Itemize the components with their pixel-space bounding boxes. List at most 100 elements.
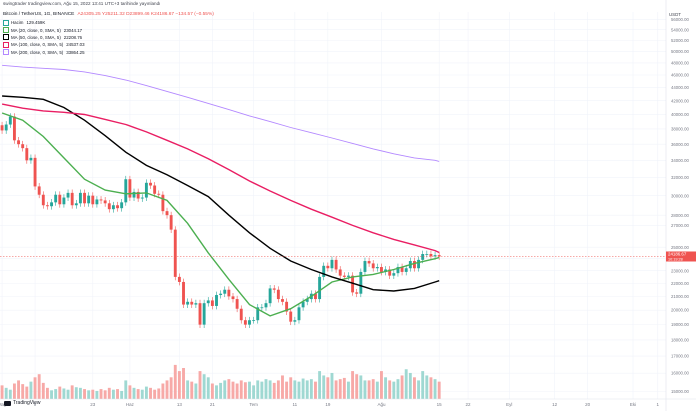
- y-tick-label: 46000.00: [671, 73, 690, 78]
- y-tick-label: 19000.00: [671, 322, 690, 327]
- y-tick-label: 22000.00: [671, 281, 690, 286]
- candle-body: [120, 202, 124, 209]
- tradingview-logo[interactable]: TradingView: [4, 400, 41, 406]
- indicator-row[interactable]: MA (200, close, 0, SMA, 5) 33864.25: [3, 49, 85, 56]
- candle-body: [425, 254, 429, 255]
- candle-body: [132, 191, 136, 198]
- candle-body: [161, 194, 165, 212]
- candle-body: [91, 195, 95, 205]
- y-tick-label: 42000.00: [671, 98, 690, 103]
- candle-body: [326, 265, 330, 269]
- x-tick-label: 13: [177, 402, 183, 407]
- indicator-row[interactable]: Hacim 129.459K: [3, 19, 85, 26]
- volume-bar: [388, 380, 392, 399]
- x-tick-label: 19: [325, 402, 331, 407]
- candle-body: [388, 269, 392, 276]
- volume-bar: [70, 385, 74, 399]
- moving-averages: [1, 64, 440, 317]
- candle-body: [235, 299, 239, 309]
- volume-bar: [165, 380, 169, 399]
- volume-bar: [231, 381, 235, 399]
- x-tick-label: Tem: [249, 402, 258, 407]
- candle-body: [95, 199, 99, 205]
- x-tick-label: Haz: [126, 402, 135, 407]
- volume-bar: [37, 374, 41, 399]
- candlesticks: [0, 113, 441, 329]
- candle-body: [153, 185, 157, 194]
- volume-bar: [136, 389, 140, 399]
- volume-bar: [235, 383, 239, 399]
- candle-body: [111, 205, 115, 210]
- volume-bar: [301, 378, 305, 399]
- volume-bar: [239, 380, 243, 399]
- moving-average-line: [2, 64, 440, 162]
- y-tick-label: 38000.00: [671, 127, 690, 132]
- candle-body: [136, 191, 140, 199]
- candle-body: [8, 116, 12, 125]
- x-tick-label: 1: [656, 402, 659, 407]
- volume-bar: [347, 381, 350, 399]
- candle-body: [433, 255, 437, 257]
- volume-bar: [429, 377, 433, 399]
- volume-bar: [276, 380, 280, 399]
- y-tick-label: 18000.00: [671, 337, 690, 342]
- candle-body: [78, 192, 82, 204]
- candle-body: [215, 295, 218, 306]
- volume-bar: [95, 390, 99, 399]
- volume-bar: [190, 381, 194, 399]
- moving-average-line: [1, 112, 440, 317]
- volume-bar: [153, 389, 157, 399]
- volume-bar: [421, 371, 425, 399]
- volume-bar: [124, 380, 128, 399]
- indicator-row[interactable]: MA (50, close, 0, SMA, 5) 22208.76: [3, 34, 85, 41]
- chart-grid: [0, 12, 666, 399]
- candle-body: [367, 261, 371, 264]
- candle-body: [21, 144, 25, 149]
- candle-body: [256, 307, 260, 321]
- volume-bar: [58, 386, 62, 399]
- volume-bar: [50, 390, 53, 399]
- candle-body: [421, 254, 425, 260]
- y-tick-label: 36000.00: [671, 142, 690, 147]
- candle-body: [66, 192, 70, 198]
- y-tick-label: 28000.00: [671, 213, 690, 218]
- symbol-title[interactable]: Bitcoin / TetherUS, 1G, BINANCE: [3, 12, 75, 17]
- candle-body: [301, 301, 305, 308]
- candle-body: [25, 148, 29, 161]
- y-tick-label: 20000.00: [671, 308, 690, 313]
- time-axis: May 9 23 Haz 13 21 Tem 11 19 Ağu 15 22 Eyl 12 20 Eki 1: [0, 398, 696, 407]
- candle-body: [404, 268, 408, 272]
- x-tick-label: 22: [466, 402, 472, 407]
- candle-body: [272, 288, 276, 290]
- volume-bar: [223, 380, 227, 399]
- candle-body: [413, 261, 416, 269]
- volume-bar: [169, 377, 173, 399]
- candle-body: [380, 267, 383, 272]
- y-tick-label: 52000.00: [671, 38, 690, 43]
- candle-body: [289, 311, 293, 322]
- candle-body: [219, 293, 223, 296]
- volume-bar: [384, 377, 388, 399]
- candle-body: [268, 288, 272, 304]
- volume-bar: [413, 377, 416, 399]
- indicator-row[interactable]: MA (100, close, 0, SMA, 5) 24537.03: [3, 41, 85, 48]
- volume-bar: [120, 390, 124, 399]
- volume-bar: [400, 375, 404, 399]
- candle-body: [400, 267, 404, 272]
- candle-body: [54, 194, 58, 203]
- volume-bar: [107, 387, 111, 399]
- x-tick-label: Eyl: [506, 402, 512, 407]
- candle-body: [70, 192, 74, 206]
- indicator-row[interactable]: MA (20, close, 0, SMA, 5) 23044.17: [3, 26, 85, 34]
- y-tick-label: 21000.00: [671, 294, 690, 299]
- volume-bar: [322, 375, 326, 399]
- volume-bar: [264, 379, 268, 399]
- brand-name: TradingView: [13, 400, 41, 406]
- indicator-swatch: [3, 41, 9, 48]
- candle-body: [392, 273, 396, 276]
- volume-bar: [33, 377, 37, 399]
- indicator-name: MA (100, close, 0, SMA, 5): [11, 42, 64, 48]
- candle-body: [173, 229, 177, 277]
